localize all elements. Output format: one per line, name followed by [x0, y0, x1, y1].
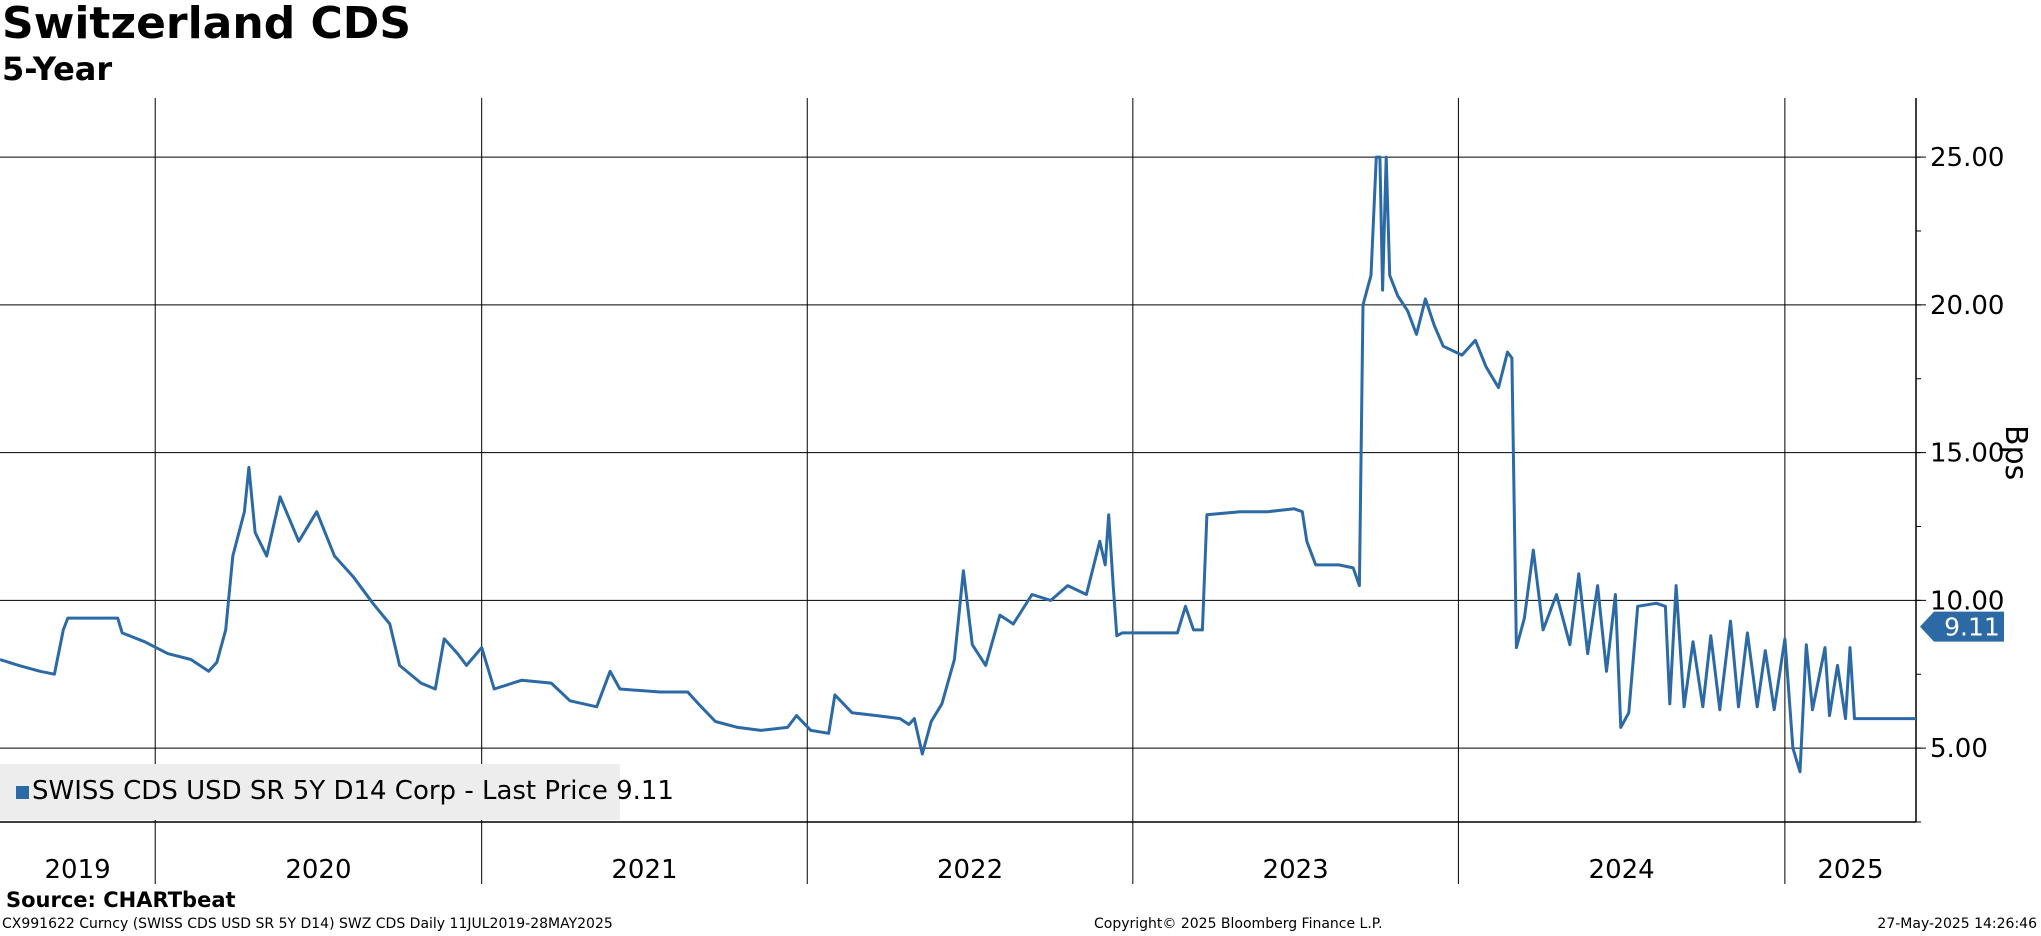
chart-subtitle: 5-Year — [2, 50, 113, 88]
y-tick-label: 25.00 — [1930, 143, 2004, 173]
legend-label: SWISS CDS USD SR 5Y D14 Corp - Last Pric… — [32, 776, 674, 806]
footer-ticker: CX991622 Curncy (SWISS CDS USD SR 5Y D14… — [2, 916, 613, 932]
legend-swatch — [16, 786, 29, 799]
y-axis-title: Bps — [1998, 425, 2033, 480]
x-tick-label: 2019 — [45, 855, 111, 885]
y-tick-label: 15.00 — [1930, 439, 2004, 469]
chart-title: Switzerland CDS — [2, 0, 412, 49]
last-price-tag-layer: 9.11 — [1920, 611, 2004, 642]
x-tick-label: 2023 — [1263, 855, 1329, 885]
y-tick-label: 5.00 — [1930, 734, 1988, 764]
legend: SWISS CDS USD SR 5Y D14 Corp - Last Pric… — [0, 764, 674, 820]
last-price-tag — [1920, 611, 2004, 642]
x-tick-label: 2021 — [611, 855, 677, 885]
last-price-label: 9.11 — [1944, 613, 2000, 642]
source-label: Source: CHARTbeat — [6, 888, 236, 912]
axis-layer: 25.00 20.00 15.00 10.00 5.00 2019 2020 2021 2022… — [0, 98, 2033, 885]
y-tick-label: 10.00 — [1930, 586, 2004, 616]
x-tick-label: 2022 — [937, 855, 1003, 885]
x-tick-label: 2020 — [285, 855, 351, 885]
x-tick-label: 2025 — [1817, 855, 1883, 885]
y-tick-label: 20.00 — [1930, 291, 2004, 321]
footer-timestamp: 27-May-2025 14:26:46 — [1877, 916, 2037, 932]
x-tick-label: 2024 — [1589, 855, 1655, 885]
series-line — [0, 155, 1916, 774]
footer-copyright: Copyright© 2025 Bloomberg Finance L.P. — [1094, 916, 1383, 932]
